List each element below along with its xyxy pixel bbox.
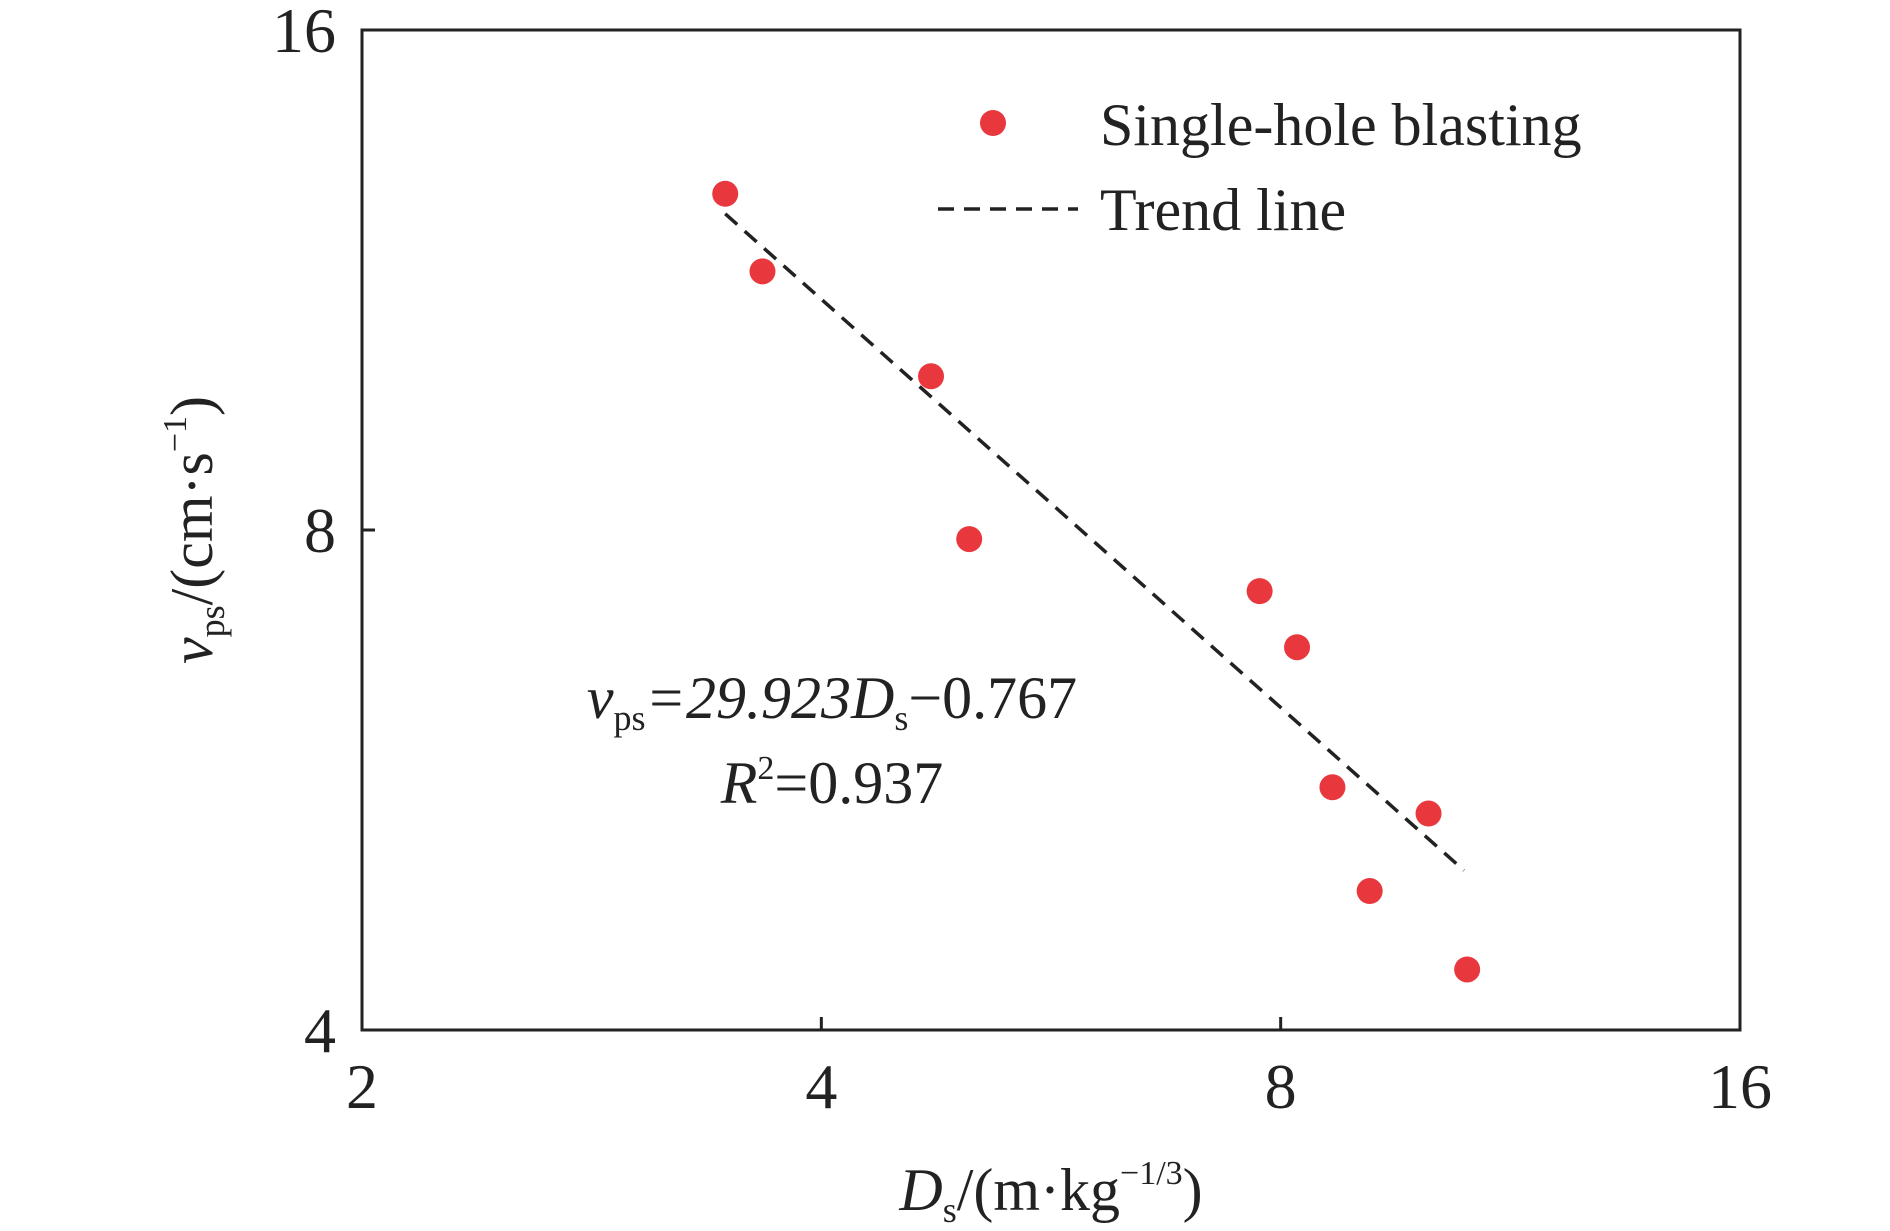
x-tick-label-2: 8 (1265, 1051, 1297, 1122)
legend-marker-single-hole-blasting (980, 110, 1006, 136)
data-point-6 (1319, 774, 1346, 801)
data-point-2 (918, 363, 945, 390)
data-point-4 (1246, 578, 1273, 605)
legend-label-single-hole-blasting: Single-hole blasting (1100, 92, 1582, 158)
data-point-1 (749, 258, 776, 285)
x-axis-title: Ds/(m·kg−1/3) (898, 1155, 1202, 1230)
y-axis-title: vps/(cm·s−1) (157, 396, 232, 664)
data-point-9 (1454, 956, 1481, 983)
y-tick-label-1: 8 (304, 495, 336, 566)
regression-equation: vps=29.923Ds−0.767 (587, 665, 1077, 738)
trend-line (724, 212, 1466, 872)
x-tick-label-1: 4 (805, 1051, 837, 1122)
plot-frame (360, 28, 1742, 1032)
data-point-0 (712, 180, 739, 207)
data-point-7 (1356, 878, 1383, 905)
x-tick-label-3: 16 (1708, 1051, 1772, 1122)
data-point-3 (956, 526, 983, 553)
data-point-5 (1284, 634, 1311, 661)
x-tick-label-0: 2 (346, 1051, 378, 1122)
data-point-8 (1415, 800, 1442, 827)
y-tick-label-0: 4 (304, 995, 336, 1066)
legend-label-trend-line: Trend line (1100, 177, 1346, 243)
y-tick-label-2: 16 (272, 0, 336, 66)
axis-ticks (360, 28, 1742, 1032)
r-squared: R2=0.937 (720, 750, 944, 816)
regression-annotation: vps=29.923Ds−0.767 R2=0.937 (587, 665, 1077, 816)
legend: Single-hole blasting Trend line (938, 92, 1582, 243)
data-points (712, 180, 1481, 983)
